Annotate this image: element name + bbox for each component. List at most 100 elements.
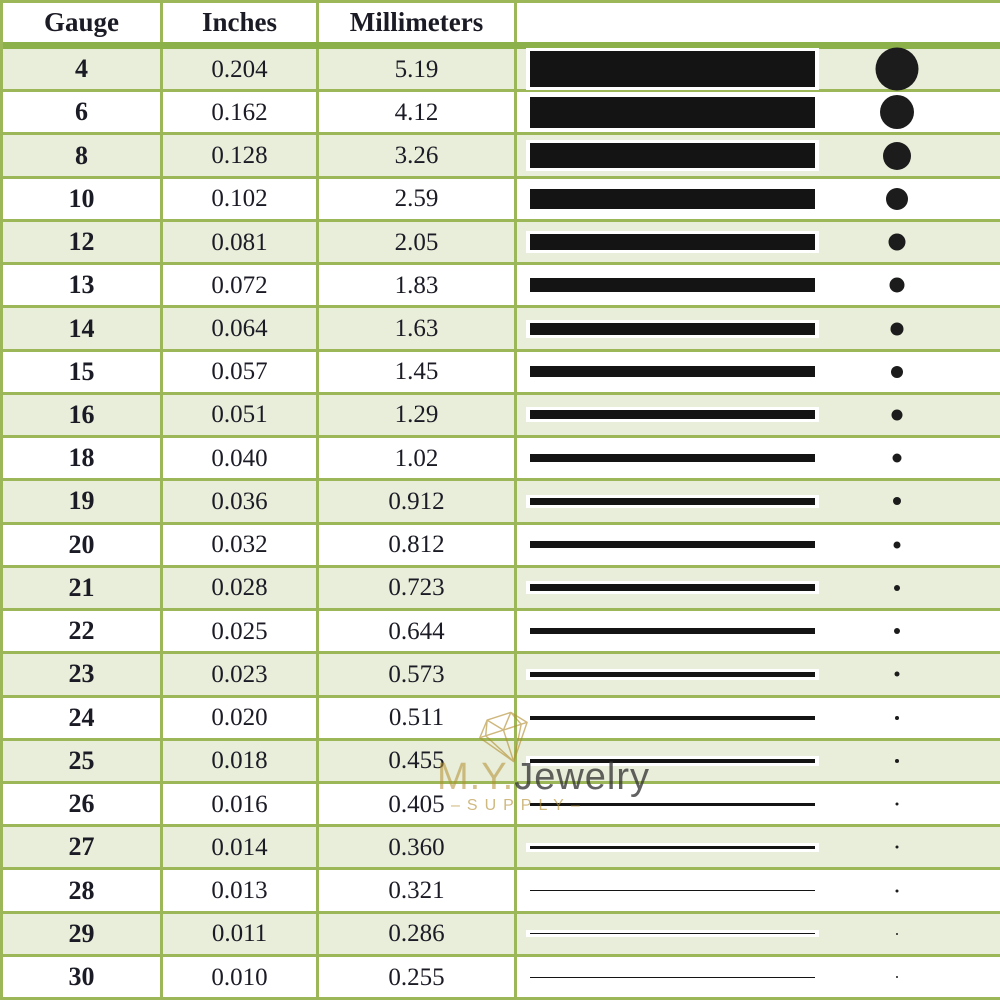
header-row: Gauge Inches Millimeters	[3, 3, 1000, 49]
millimeters-value: 0.255	[319, 956, 517, 998]
gauge-value: 22	[3, 611, 163, 652]
table-row: 29 0.011 0.286	[3, 913, 1000, 957]
millimeters-value: 5.19	[319, 49, 517, 90]
wire-visual-cell	[517, 525, 1000, 565]
gauge-value: 16	[3, 394, 163, 436]
inches-value: 0.010	[163, 956, 319, 998]
wire-visual-cell	[517, 870, 1000, 910]
table-row: 20 0.032 0.812	[3, 524, 1000, 568]
wire-visual-cell	[517, 914, 1000, 954]
wire-visual-cell	[517, 395, 1000, 435]
table-row: 6 0.162 4.12	[3, 92, 1000, 136]
millimeters-value: 1.45	[319, 351, 517, 392]
wire-diameter-dot	[892, 453, 902, 463]
gauge-value: 8	[3, 135, 163, 176]
inches-value: 0.072	[163, 265, 319, 306]
wire-visual-cell	[517, 827, 1000, 867]
gauge-value: 6	[3, 92, 163, 133]
millimeters-value: 0.511	[319, 697, 517, 738]
inches-value: 0.128	[163, 135, 319, 176]
table-row: 8 0.128 3.26	[3, 135, 1000, 179]
wire-thickness-bar	[526, 407, 819, 423]
wire-thickness-bar	[526, 319, 819, 338]
wire-diameter-dot	[891, 409, 903, 421]
inches-value: 0.036	[163, 481, 319, 522]
wire-diameter-dot	[894, 584, 900, 591]
inches-value: 0.028	[163, 567, 319, 609]
wire-thickness-bar	[526, 842, 819, 852]
gauge-value: 14	[3, 308, 163, 349]
table-row: 15 0.057 1.45	[3, 351, 1000, 395]
wire-thickness-bar	[526, 755, 819, 766]
wire-thickness-bar	[526, 930, 819, 938]
wire-visual-cell	[517, 265, 1000, 305]
table-row: 27 0.014 0.360	[3, 827, 1000, 871]
wire-visual-cell	[517, 308, 1000, 348]
gauge-value: 4	[3, 49, 163, 90]
wire-thickness-bar	[526, 625, 819, 638]
inches-value: 0.064	[163, 308, 319, 349]
header-inches: Inches	[163, 3, 319, 42]
wire-visual-cell	[517, 481, 1000, 521]
wire-visual-cell	[517, 438, 1000, 478]
millimeters-value: 1.29	[319, 394, 517, 436]
wire-diameter-dot	[895, 758, 899, 763]
gauge-value: 12	[3, 221, 163, 263]
wire-diameter-dot	[875, 47, 919, 91]
wire-thickness-bar	[526, 494, 819, 508]
wire-thickness-bar	[526, 275, 819, 296]
table-row: 16 0.051 1.29	[3, 394, 1000, 439]
inches-value: 0.162	[163, 92, 319, 133]
table-row: 25 0.018 0.455	[3, 740, 1000, 784]
wire-visual-cell	[517, 957, 1000, 997]
inches-value: 0.016	[163, 783, 319, 825]
gauge-value: 29	[3, 913, 163, 954]
gauge-value: 25	[3, 740, 163, 781]
table-body: 4 0.204 5.19 6 0.162 4.12 8 0.128 3.26 1…	[3, 47, 1000, 1000]
millimeters-value: 3.26	[319, 135, 517, 176]
wire-visual-cell	[517, 352, 1000, 392]
inches-value: 0.040	[163, 438, 319, 479]
wire-thickness-bar	[526, 185, 819, 212]
millimeters-value: 0.321	[319, 870, 517, 911]
wire-thickness-bar	[526, 48, 819, 91]
wire-visual-cell	[517, 698, 1000, 738]
header-millimeters: Millimeters	[319, 3, 517, 42]
wire-visual-cell	[517, 611, 1000, 651]
wire-thickness-bar	[526, 231, 819, 254]
wire-thickness-bar	[526, 93, 819, 131]
table-row: 22 0.025 0.644	[3, 611, 1000, 655]
wire-diameter-dot	[888, 233, 906, 251]
wire-diameter-dot	[894, 628, 900, 635]
millimeters-value: 0.455	[319, 740, 517, 781]
wire-diameter-dot	[895, 802, 899, 806]
table-row: 13 0.072 1.83	[3, 265, 1000, 309]
wire-diameter-dot	[886, 187, 908, 210]
gauge-value: 19	[3, 481, 163, 522]
header-gauge: Gauge	[3, 3, 163, 42]
wire-visual-cell	[517, 179, 1000, 219]
inches-value: 0.025	[163, 611, 319, 652]
wire-thickness-bar	[526, 363, 819, 381]
gauge-value: 10	[3, 178, 163, 219]
gauge-value: 18	[3, 438, 163, 479]
wire-visual-cell	[517, 47, 1000, 91]
wire-diameter-dot	[896, 932, 898, 935]
wire-diameter-dot	[893, 541, 901, 549]
table-row: 14 0.064 1.63	[3, 308, 1000, 352]
wire-diameter-dot	[893, 497, 901, 506]
inches-value: 0.051	[163, 394, 319, 436]
wire-thickness-bar	[526, 668, 819, 680]
millimeters-value: 0.912	[319, 481, 517, 522]
millimeters-value: 0.644	[319, 611, 517, 652]
inches-value: 0.014	[163, 827, 319, 868]
wire-diameter-dot	[896, 976, 898, 979]
millimeters-value: 1.02	[319, 438, 517, 479]
inches-value: 0.204	[163, 49, 319, 90]
table-row: 30 0.010 0.255	[3, 956, 1000, 1000]
wire-thickness-bar	[526, 451, 819, 466]
table-row: 21 0.028 0.723	[3, 567, 1000, 612]
wire-visual-cell	[517, 92, 1000, 132]
inches-value: 0.081	[163, 221, 319, 263]
